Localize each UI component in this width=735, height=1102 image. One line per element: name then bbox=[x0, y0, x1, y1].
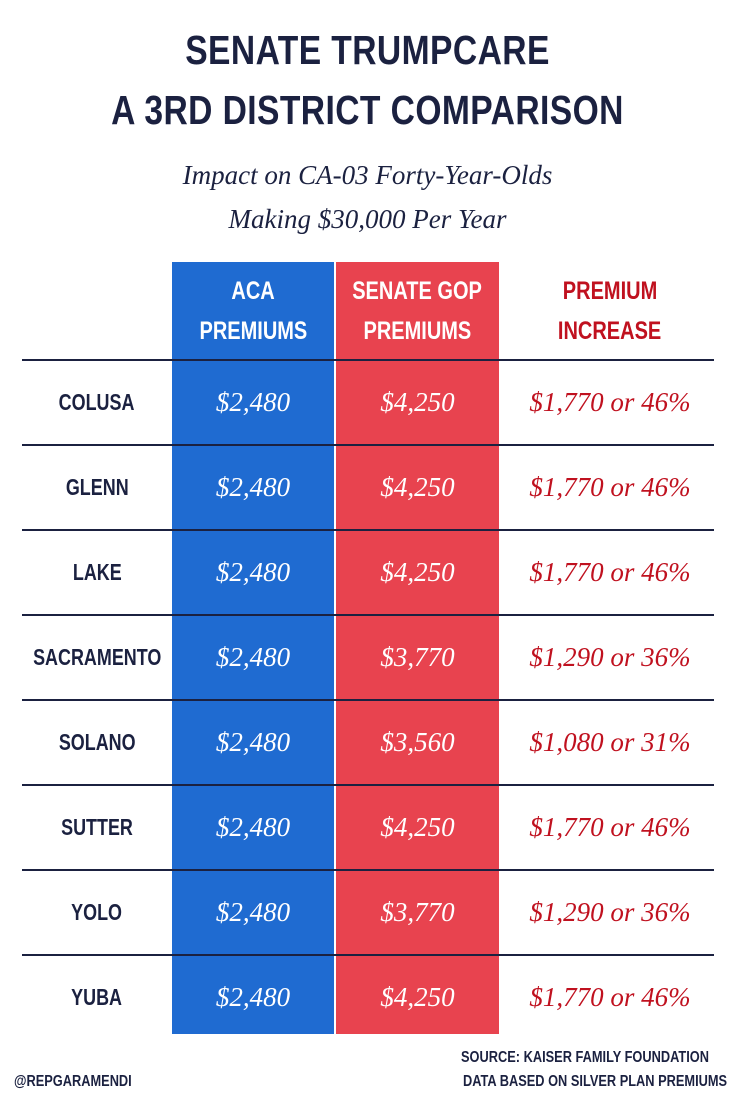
table-row: SUTTER $2,480 $4,250 $1,770 or 46% bbox=[0, 785, 735, 870]
row-divider bbox=[22, 699, 714, 701]
gop-premiums-header: SENATE GOP PREMIUMS bbox=[336, 262, 499, 360]
premium-increase-value: $1,770 or 46% bbox=[529, 812, 691, 842]
subtitle-line-2: Making $30,000 Per Year bbox=[228, 204, 507, 234]
county-name: YUBA bbox=[71, 984, 123, 1010]
aca-premium-value: $2,480 bbox=[215, 982, 291, 1012]
premium-increase-header: PREMIUM INCREASE bbox=[510, 262, 710, 360]
premium-increase-value: $1,770 or 46% bbox=[529, 472, 691, 502]
aca-column-background bbox=[172, 262, 334, 1034]
gop-premium-value: $3,560 bbox=[380, 727, 455, 757]
county-name: SACRAMENTO bbox=[32, 644, 162, 670]
aca-premium-value: $2,480 bbox=[215, 387, 291, 417]
county-name: COLUSA bbox=[59, 389, 135, 415]
gop-premium-value: $3,770 bbox=[380, 642, 455, 672]
county-name: GLENN bbox=[65, 474, 129, 500]
twitter-handle: @REPGARAMENDI bbox=[14, 1073, 132, 1090]
county-name: SOLANO bbox=[58, 729, 136, 755]
aca-premium-value: $2,480 bbox=[215, 557, 291, 587]
table-row: GLENN $2,480 $4,250 $1,770 or 46% bbox=[0, 445, 735, 530]
increase-header-line-2: INCREASE bbox=[558, 317, 662, 345]
premium-increase-value: $1,290 or 36% bbox=[529, 897, 691, 927]
aca-header-line-2: PREMIUMS bbox=[199, 317, 307, 345]
aca-premiums-header: ACA PREMIUMS bbox=[172, 262, 334, 360]
increase-header-line-1: PREMIUM bbox=[562, 277, 658, 305]
premium-increase-value: $1,770 or 46% bbox=[529, 387, 691, 417]
aca-premium-value: $2,480 bbox=[215, 727, 291, 757]
aca-header-line-1: ACA bbox=[231, 277, 275, 305]
source-note-line: DATA BASED ON SILVER PLAN PREMIUMS bbox=[463, 1073, 728, 1090]
source-line: SOURCE: KAISER FAMILY FOUNDATION bbox=[460, 1049, 709, 1066]
page-title-line-1: SENATE TRUMPCARE bbox=[185, 27, 550, 73]
gop-header-line-2: PREMIUMS bbox=[363, 317, 472, 345]
row-divider bbox=[22, 954, 714, 956]
table-row: LAKE $2,480 $4,250 $1,770 or 46% bbox=[0, 530, 735, 615]
subtitle-line-1: Impact on CA-03 Forty-Year-Olds bbox=[182, 160, 553, 190]
aca-premium-value: $2,480 bbox=[215, 472, 291, 502]
table-row: YOLO $2,480 $3,770 $1,290 or 36% bbox=[0, 870, 735, 955]
aca-premium-value: $2,480 bbox=[215, 812, 291, 842]
row-divider bbox=[22, 869, 714, 871]
gop-premium-value: $4,250 bbox=[380, 557, 455, 587]
table-row: COLUSA $2,480 $4,250 $1,770 or 46% bbox=[0, 360, 735, 445]
gop-premium-value: $4,250 bbox=[380, 387, 455, 417]
county-name: SUTTER bbox=[61, 814, 133, 840]
gop-header-line-1: SENATE GOP bbox=[352, 277, 483, 305]
premium-increase-value: $1,080 or 31% bbox=[529, 727, 691, 757]
gop-premium-value: $3,770 bbox=[380, 897, 455, 927]
gop-premium-value: $4,250 bbox=[380, 812, 455, 842]
row-divider bbox=[22, 444, 714, 446]
page-title-line-2: A 3RD DISTRICT COMPARISON bbox=[111, 87, 624, 133]
table-row: SOLANO $2,480 $3,560 $1,080 or 31% bbox=[0, 700, 735, 785]
premium-increase-value: $1,770 or 46% bbox=[529, 557, 691, 587]
table-row: SACRAMENTO $2,480 $3,770 $1,290 or 36% bbox=[0, 615, 735, 700]
gop-premium-value: $4,250 bbox=[380, 472, 455, 502]
gop-premium-value: $4,250 bbox=[380, 982, 455, 1012]
row-divider bbox=[22, 359, 714, 361]
row-divider bbox=[22, 614, 714, 616]
premium-increase-value: $1,770 or 46% bbox=[529, 982, 691, 1012]
table-row: YUBA $2,480 $4,250 $1,770 or 46% bbox=[0, 955, 735, 1040]
row-divider bbox=[22, 784, 714, 786]
aca-premium-value: $2,480 bbox=[215, 642, 291, 672]
county-name: YOLO bbox=[71, 899, 123, 925]
gop-column-background bbox=[336, 262, 499, 1034]
row-divider bbox=[22, 529, 714, 531]
county-name: LAKE bbox=[72, 559, 122, 585]
premium-increase-value: $1,290 or 36% bbox=[529, 642, 691, 672]
aca-premium-value: $2,480 bbox=[215, 897, 291, 927]
